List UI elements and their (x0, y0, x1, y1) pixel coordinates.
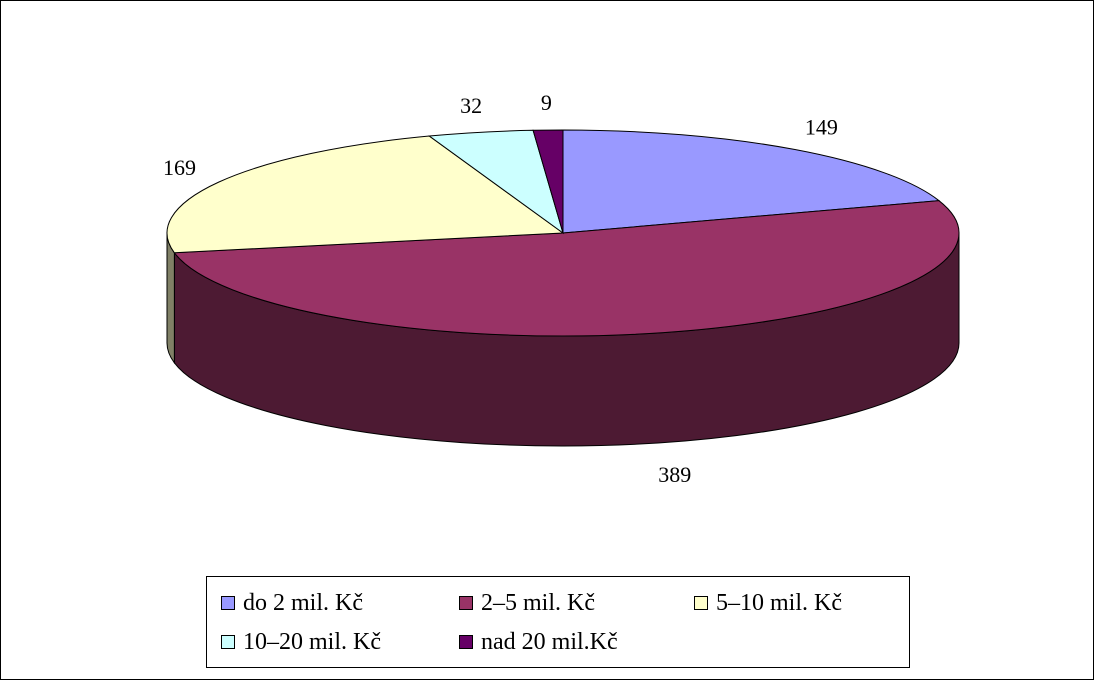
pie-slice (166, 135, 565, 254)
legend-swatch (694, 596, 708, 610)
pie-slice (562, 129, 941, 234)
legend-swatch (459, 635, 473, 649)
pie-slice-side (166, 232, 175, 365)
legend-item: 2–5 mil. Kč (459, 588, 595, 618)
legend-swatch (459, 596, 473, 610)
pie-data-label: 149 (805, 114, 838, 139)
pie-data-labels: 149 389 169 32 9 (163, 90, 838, 487)
pie-data-label: 389 (658, 462, 691, 487)
legend-item: nad 20 mil.Kč (459, 627, 618, 657)
pie-data-label: 32 (460, 93, 482, 118)
legend-label: 10–20 mil. Kč (243, 628, 381, 655)
legend-item: 10–20 mil. Kč (221, 627, 381, 657)
pie-slices (166, 129, 960, 337)
legend-label: nad 20 mil.Kč (481, 628, 618, 655)
legend-label: do 2 mil. Kč (243, 589, 363, 616)
pie-data-label: 169 (163, 155, 196, 180)
pie-slice (532, 129, 564, 234)
legend-swatch (221, 635, 235, 649)
legend-swatch (221, 596, 235, 610)
legend-label: 2–5 mil. Kč (481, 589, 595, 616)
chart-legend: do 2 mil. Kč 2–5 mil. Kč 5–10 mil. Kč 10… (206, 576, 910, 668)
pie-slice (173, 200, 960, 337)
legend-item: do 2 mil. Kč (221, 588, 363, 618)
legend-item: 5–10 mil. Kč (694, 588, 842, 618)
pie-data-label: 9 (541, 90, 552, 115)
legend-label: 5–10 mil. Kč (716, 589, 842, 616)
